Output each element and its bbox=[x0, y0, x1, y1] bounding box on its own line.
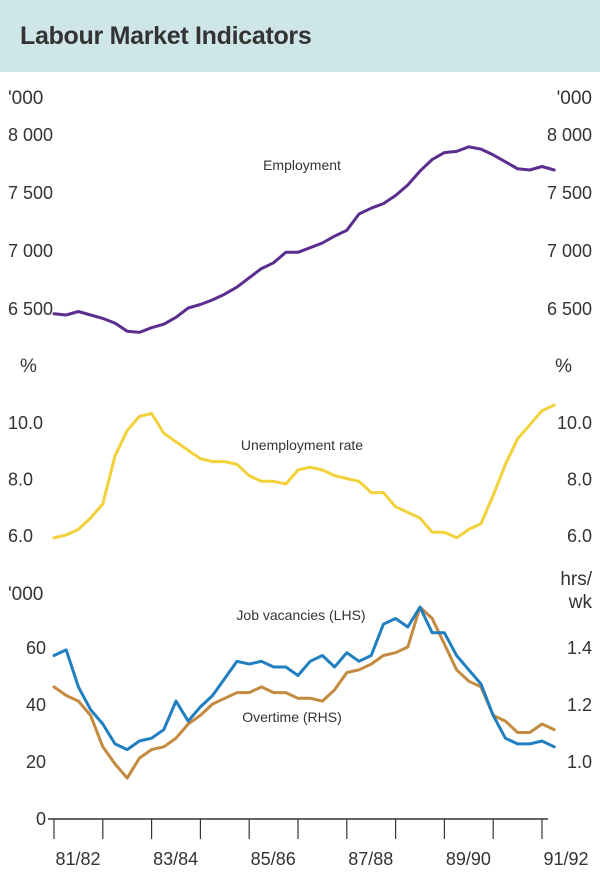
y-tick-label-right: 7 500 bbox=[547, 183, 592, 203]
overtime-line bbox=[52, 605, 556, 780]
unemployment-label: Unemployment rate bbox=[241, 437, 363, 453]
y-tick-label-right: 6 500 bbox=[547, 299, 592, 319]
y-tick-label-left: 10.0 bbox=[8, 413, 43, 433]
x-tick-label: 81/82 bbox=[55, 849, 100, 869]
axes-layer bbox=[48, 818, 548, 839]
y-tick-label-left: 20 bbox=[26, 752, 46, 772]
y-tick-label-left: 0 bbox=[36, 809, 46, 829]
unemployment-line bbox=[52, 403, 556, 540]
unit-label-right: hrs/ bbox=[560, 569, 592, 590]
y-tick-label-right: 7 000 bbox=[547, 241, 592, 261]
y-tick-label-right: 6.0 bbox=[567, 526, 592, 546]
overtime-label: Overtime (RHS) bbox=[242, 709, 342, 725]
y-tick-label-left: 8 000 bbox=[8, 125, 53, 145]
y-tick-label-right: 8 000 bbox=[547, 125, 592, 145]
x-tick-label: 87/88 bbox=[348, 849, 393, 869]
y-tick-label-left: 6.0 bbox=[8, 526, 33, 546]
employment-line bbox=[52, 145, 556, 334]
y-tick-label-left: 7 500 bbox=[8, 183, 53, 203]
x-tick-label: 89/90 bbox=[446, 849, 491, 869]
y-tick-label-right: 1.2 bbox=[567, 695, 592, 715]
y-tick-label-left: 7 000 bbox=[8, 241, 53, 261]
y-tick-label-right: 8.0 bbox=[567, 470, 592, 490]
unit-label-left: '000 bbox=[8, 584, 43, 605]
y-tick-label-left: 60 bbox=[26, 638, 46, 658]
unit-label-left: % bbox=[20, 356, 37, 377]
x-tick-label: 91/92 bbox=[543, 849, 588, 869]
unit-label-left: '000 bbox=[8, 88, 43, 109]
unit-label-right: '000 bbox=[557, 88, 592, 109]
y-tick-label-left: 6 500 bbox=[8, 299, 53, 319]
y-tick-label-right: 1.0 bbox=[567, 752, 592, 772]
y-tick-label-left: 8.0 bbox=[8, 470, 33, 490]
x-tick-label: 83/84 bbox=[153, 849, 198, 869]
employment-label: Employment bbox=[263, 157, 341, 173]
labour-market-chart: '000 '000 6 500 6 500 7 000 7 000 7 500 7 500 8 … bbox=[8, 88, 593, 869]
unit-label-right: % bbox=[555, 356, 572, 377]
x-tick-label: 85/86 bbox=[251, 849, 296, 869]
vacancies-line bbox=[52, 605, 556, 752]
series-layer bbox=[52, 145, 556, 780]
vacancies-label: Job vacancies (LHS) bbox=[236, 607, 365, 623]
title-band bbox=[0, 0, 600, 72]
labels-layer: '000 '000 6 500 6 500 7 000 7 000 7 500 7 500 8 … bbox=[8, 88, 593, 869]
page-title: Labour Market Indicators bbox=[20, 22, 312, 50]
y-tick-label-left: 40 bbox=[26, 695, 46, 715]
unit-label-right: wk bbox=[568, 592, 593, 613]
y-tick-label-right: 10.0 bbox=[557, 413, 592, 433]
y-tick-label-right: 1.4 bbox=[567, 638, 592, 658]
